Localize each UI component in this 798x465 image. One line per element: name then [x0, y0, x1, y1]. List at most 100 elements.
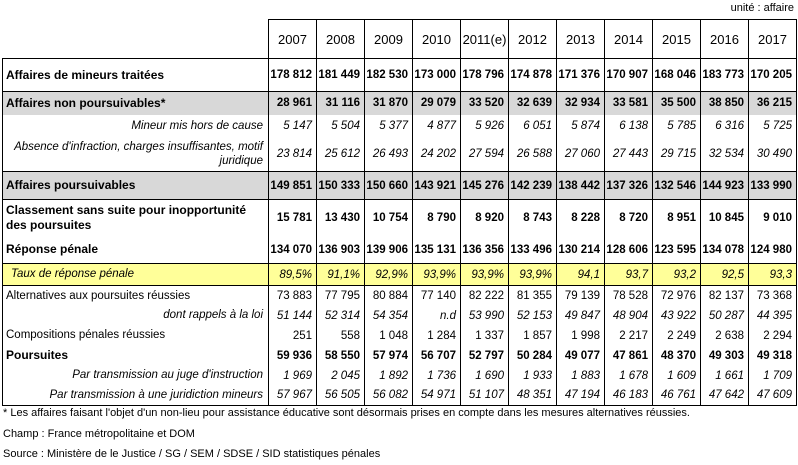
value-cell: 52 153: [508, 305, 557, 326]
value-cell: 57 967: [268, 385, 317, 406]
value-cell: 1 857: [508, 325, 557, 346]
value-cell: 136 903: [316, 236, 365, 264]
value-cell: 1 609: [652, 365, 701, 386]
row-label: Compositions pénales réussies: [2, 325, 269, 346]
value-cell: 52 314: [316, 305, 365, 326]
value-cell: 10 754: [364, 199, 413, 237]
value-cell: 24 202: [412, 137, 461, 172]
value-cell: 138 442: [556, 171, 605, 200]
value-cell: 142 239: [508, 171, 557, 200]
value-cell: 36 215: [748, 91, 797, 115]
value-cell: 93,9%: [460, 263, 509, 286]
value-cell: 174 878: [508, 58, 557, 92]
table-row: Alternatives aux poursuites réussies 73 8…: [2, 285, 797, 306]
value-cell: 93,3: [748, 263, 797, 286]
value-cell: 50 287: [700, 305, 749, 326]
year-header: 2008: [316, 19, 365, 59]
year-header: 2009: [364, 19, 413, 59]
table-row: Taux de réponse pénale 89,5% 91,1% 92,9% 93,…: [2, 263, 797, 286]
value-cell: 46 761: [652, 385, 701, 406]
year-header: 2007: [268, 19, 317, 59]
value-cell: 51 107: [460, 385, 509, 406]
table-header: 2007 2008 2009 2010 2011(e) 2012 2013 2014 2015 2…: [2, 19, 797, 59]
footnote-champ: Champ : France métropolitaine et DOM: [3, 428, 195, 440]
value-cell: 5 874: [556, 114, 605, 138]
value-cell: 4 877: [412, 114, 461, 138]
value-cell: 133 496: [508, 236, 557, 264]
value-cell: 1 892: [364, 365, 413, 386]
value-cell: 29 079: [412, 91, 461, 115]
value-cell: 27 060: [556, 137, 605, 172]
value-cell: 171 376: [556, 58, 605, 92]
value-cell: 49 847: [556, 305, 605, 326]
value-cell: 173 000: [412, 58, 461, 92]
value-cell: n.d: [412, 305, 461, 326]
value-cell: 145 276: [460, 171, 509, 200]
value-cell: 38 850: [700, 91, 749, 115]
value-cell: 178 796: [460, 58, 509, 92]
value-cell: 33 520: [460, 91, 509, 115]
value-cell: 91,1%: [316, 263, 365, 286]
value-cell: 26 493: [364, 137, 413, 172]
value-cell: 82 222: [460, 285, 509, 306]
value-cell: 13 430: [316, 199, 365, 237]
value-cell: 92,9%: [364, 263, 413, 286]
year-header: 2017: [748, 19, 797, 59]
value-cell: 2 249: [652, 325, 701, 346]
year-header: 2016: [700, 19, 749, 59]
value-cell: 6 316: [700, 114, 749, 138]
footnote-asterisk: * Les affaires faisant l'objet d'un non-…: [3, 407, 690, 419]
value-cell: 558: [316, 325, 365, 346]
value-cell: 5 377: [364, 114, 413, 138]
value-cell: 150 660: [364, 171, 413, 200]
row-label: Affaires non poursuivables*: [2, 91, 269, 115]
value-cell: 5 785: [652, 114, 701, 138]
value-cell: 50 284: [508, 345, 557, 366]
value-cell: 2 638: [700, 325, 749, 346]
value-cell: 32 639: [508, 91, 557, 115]
value-cell: 2 045: [316, 365, 365, 386]
table-row: Compositions pénales réussies 251 558 1 048…: [2, 325, 797, 346]
value-cell: 44 395: [748, 305, 797, 326]
value-cell: 31 870: [364, 91, 413, 115]
value-cell: 8 720: [604, 199, 653, 237]
value-cell: 15 781: [268, 199, 317, 237]
row-label: Classement sans suite pour inopportunité…: [2, 199, 269, 237]
year-header: 2012: [508, 19, 557, 59]
unit-label: unité : affaire: [730, 2, 794, 14]
value-cell: 1 709: [748, 365, 797, 386]
row-label: Alternatives aux poursuites réussies: [2, 285, 269, 306]
value-cell: 82 137: [700, 285, 749, 306]
value-cell: 8 790: [412, 199, 461, 237]
table-row: Poursuites 59 936 58 550 57 974 56 707 52 797…: [2, 345, 797, 366]
value-cell: 54 354: [364, 305, 413, 326]
table-row: Affaires poursuivables 149 851 150 333 150 …: [2, 171, 797, 200]
value-cell: 1 690: [460, 365, 509, 386]
value-cell: 49 318: [748, 345, 797, 366]
value-cell: 1 661: [700, 365, 749, 386]
value-cell: 25 612: [316, 137, 365, 172]
value-cell: 124 980: [748, 236, 797, 264]
value-cell: 54 971: [412, 385, 461, 406]
year-header-row: 2007 2008 2009 2010 2011(e) 2012 2013 2014 2015 2…: [2, 19, 797, 59]
row-label: Taux de réponse pénale: [2, 263, 269, 286]
row-label: dont rappels à la loi: [2, 305, 269, 326]
value-cell: 73 368: [748, 285, 797, 306]
value-cell: 144 923: [700, 171, 749, 200]
value-cell: 47 609: [748, 385, 797, 406]
value-cell: 1 736: [412, 365, 461, 386]
value-cell: 94,1: [556, 263, 605, 286]
value-cell: 1 678: [604, 365, 653, 386]
value-cell: 8 951: [652, 199, 701, 237]
value-cell: 49 303: [700, 345, 749, 366]
footnote-source: Source : Ministère de le Justice / SG / …: [3, 448, 381, 460]
value-cell: 79 139: [556, 285, 605, 306]
table-row: Affaires non poursuivables* 28 961 31 116 3…: [2, 91, 797, 115]
value-cell: 1 998: [556, 325, 605, 346]
value-cell: 58 550: [316, 345, 365, 366]
value-cell: 29 715: [652, 137, 701, 172]
value-cell: 170 205: [748, 58, 797, 92]
value-cell: 183 773: [700, 58, 749, 92]
corner-cell: [2, 19, 269, 59]
